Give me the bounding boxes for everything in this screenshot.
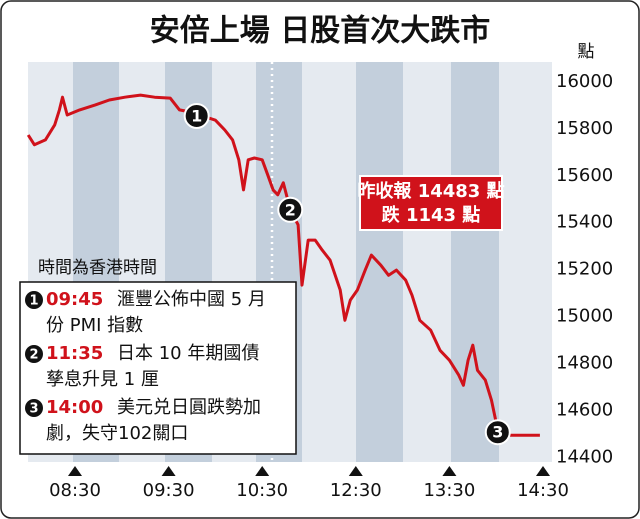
x-tick-mark bbox=[536, 466, 550, 476]
x-tick-mark bbox=[442, 466, 457, 476]
event-marker bbox=[277, 196, 304, 223]
event-marker-label: 1 bbox=[191, 106, 202, 125]
x-tick-mark bbox=[348, 466, 363, 476]
event-number-badge bbox=[25, 291, 43, 309]
x-tick-label: 14:30 bbox=[517, 480, 569, 501]
y-unit: 點 bbox=[578, 42, 595, 62]
y-tick-label: 16000 bbox=[556, 71, 613, 92]
x-tick-label: 08:30 bbox=[49, 480, 101, 501]
event-time: 11:35 bbox=[46, 343, 103, 364]
event-legend bbox=[19, 281, 297, 455]
y-tick-label: 15200 bbox=[556, 259, 613, 280]
chart-title: 安倍上場 日股首次大跌市 bbox=[150, 14, 490, 49]
close-box bbox=[359, 175, 503, 231]
event-marker-label: 3 bbox=[492, 423, 503, 442]
event-text: 美元兑日圓跌勢加 bbox=[117, 397, 261, 418]
y-tick-label: 15400 bbox=[556, 212, 613, 233]
x-tick-mark bbox=[68, 466, 82, 476]
x-tick-mark bbox=[161, 466, 176, 476]
y-tick-label: 14600 bbox=[556, 399, 613, 420]
event-time: 14:00 bbox=[46, 397, 103, 418]
x-tick-mark bbox=[255, 466, 270, 476]
event-text: 孳息升見 1 厘 bbox=[46, 369, 159, 390]
event-time: 09:45 bbox=[46, 289, 103, 310]
event-text: 日本 10 年期國債 bbox=[117, 343, 259, 364]
y-tick-label: 14800 bbox=[556, 352, 613, 373]
event-text: 份 PMI 指數 bbox=[46, 315, 143, 336]
event-text: 劇，失守102關口 bbox=[46, 423, 188, 444]
x-tick-label: 12:30 bbox=[330, 480, 382, 501]
event-marker bbox=[484, 419, 511, 446]
event-number-badge bbox=[25, 399, 43, 417]
event-text: 滙豐公佈中國 5 月 bbox=[117, 289, 266, 310]
plot bbox=[26, 93, 540, 437]
y-tick-label: 15600 bbox=[556, 165, 613, 186]
y-tick-label: 15000 bbox=[556, 306, 613, 327]
close-box-line: 跌 1143 點 bbox=[382, 204, 481, 226]
event-list: 1 09:45 滙豐公佈中國 5 月份 PMI 指數 2 11:35 日本 10 年期國債… bbox=[25, 289, 266, 444]
event-number: 2 bbox=[29, 348, 38, 363]
event-number: 1 bbox=[29, 294, 38, 309]
event-marker bbox=[183, 102, 210, 129]
price-line bbox=[26, 93, 540, 437]
y-tick-label: 14400 bbox=[556, 446, 613, 467]
time-note: 時間為香港時間 bbox=[38, 258, 157, 278]
event-number: 3 bbox=[29, 402, 38, 417]
event-number-badge bbox=[25, 345, 43, 363]
x-tick-label: 10:30 bbox=[236, 480, 288, 501]
event-marker-label: 2 bbox=[285, 200, 296, 219]
x-tick-label: 13:30 bbox=[423, 480, 475, 501]
close-box-line: 昨收報 14483 點 bbox=[357, 180, 504, 202]
x-tick-label: 09:30 bbox=[143, 480, 195, 501]
y-tick-label: 15800 bbox=[556, 118, 613, 139]
